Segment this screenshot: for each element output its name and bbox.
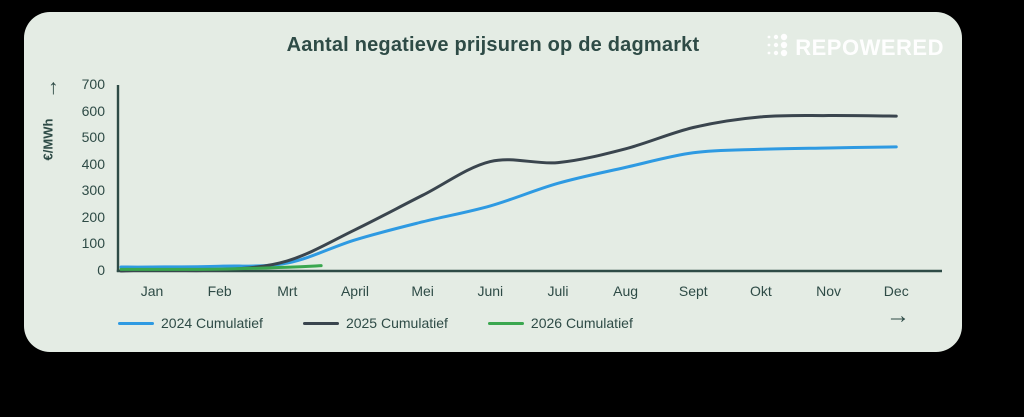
series-line-2024 — [119, 145, 898, 269]
chart-card: Aantal negatieve prijsuren op de dagmark… — [24, 12, 962, 352]
series-line-2026 — [119, 264, 323, 271]
legend-swatch-2026 — [487, 321, 524, 325]
y-tick-label: 700 — [81, 76, 105, 92]
logo-text: REPOWERED — [795, 34, 944, 60]
x-tick-label: Juni — [477, 283, 504, 299]
x-tick-label: Dec — [883, 283, 909, 299]
legend-swatch-2025 — [302, 321, 339, 325]
y-tick-label: 400 — [81, 155, 105, 172]
series-line-2025 — [119, 114, 898, 273]
x-tick-label: Jan — [140, 283, 164, 299]
logo-dots-icon — [766, 32, 789, 63]
y-tick-label: 600 — [81, 102, 105, 119]
x-tick-label: Feb — [207, 283, 232, 299]
x-axis-arrow-right-icon: → — [886, 302, 910, 329]
x-tick-label: Sept — [678, 283, 708, 299]
x-tick-label: Nov — [816, 283, 842, 299]
x-tick-label: Aug — [613, 283, 639, 299]
legend-item-2024: 2024 Cumulatief — [118, 315, 263, 331]
x-tick-label: Mei — [411, 283, 434, 299]
repowered-logo: REPOWERED — [766, 32, 944, 63]
y-tick-label: 0 — [97, 262, 105, 278]
y-axis-arrow-up-icon: ↑ — [48, 76, 59, 99]
legend-item-label: 2026 Cumulatief — [530, 315, 633, 331]
legend-item-2026: 2026 Cumulatief — [487, 315, 633, 331]
legend-item-2025: 2025 Cumulatief — [302, 315, 448, 331]
chart-title: Aantal negatieve prijsuren op de dagmark… — [286, 34, 700, 56]
x-tick-label: Mrt — [277, 283, 298, 299]
chart-canvas — [116, 85, 942, 273]
y-tick-label: 300 — [81, 182, 105, 199]
x-tick-label: Okt — [750, 283, 772, 299]
legend-swatch-2024 — [118, 321, 154, 325]
y-tick-label: 200 — [81, 208, 105, 225]
legend-item-label: 2024 Cumulatief — [161, 315, 263, 331]
x-tick-label: April — [340, 283, 369, 299]
legend: 2024 Cumulatief 2025 Cumulatief 2026 Cum… — [118, 315, 633, 331]
x-tick-label: Juli — [547, 283, 569, 299]
y-tick-label: 100 — [81, 235, 105, 252]
y-tick-label: 500 — [81, 129, 105, 146]
legend-item-label: 2025 Cumulatief — [345, 315, 448, 331]
